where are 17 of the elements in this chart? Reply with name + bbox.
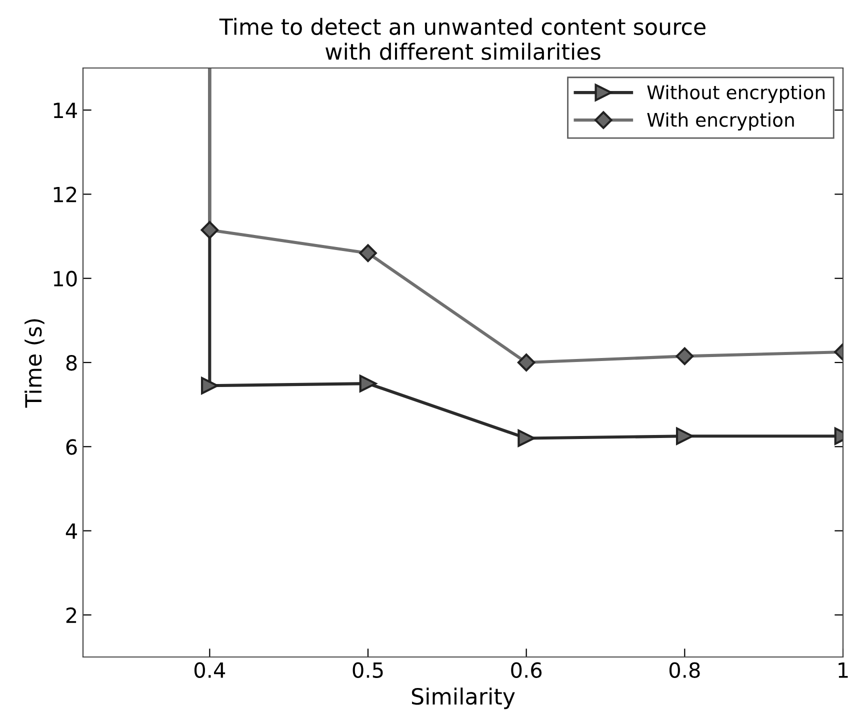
y-tick-label: 6 xyxy=(66,439,77,455)
chart-title: Time to detect an unwanted content source with different similarities xyxy=(219,18,706,60)
y-tick-label: 8 xyxy=(66,354,77,371)
legend-label: Without encryption xyxy=(647,84,825,104)
x-tick-label: 0.6 xyxy=(511,662,542,678)
y-tick-label: 4 xyxy=(66,524,77,539)
y-tick-label: 12 xyxy=(54,186,76,202)
y-tick-label: 10 xyxy=(54,270,77,287)
legend-label: With encryption xyxy=(647,112,794,131)
y-tick-label: 2 xyxy=(66,607,76,623)
y-axis-title: Time (s) xyxy=(24,319,44,408)
x-axis-title: Similarity xyxy=(412,688,515,710)
x-tick-label: 0.5 xyxy=(352,662,383,678)
x-tick-label: 0.8 xyxy=(669,662,700,678)
x-tick-label: 0.4 xyxy=(194,662,226,678)
y-tick-label: 14 xyxy=(54,102,77,118)
x-tick-label: 1 xyxy=(838,662,848,678)
